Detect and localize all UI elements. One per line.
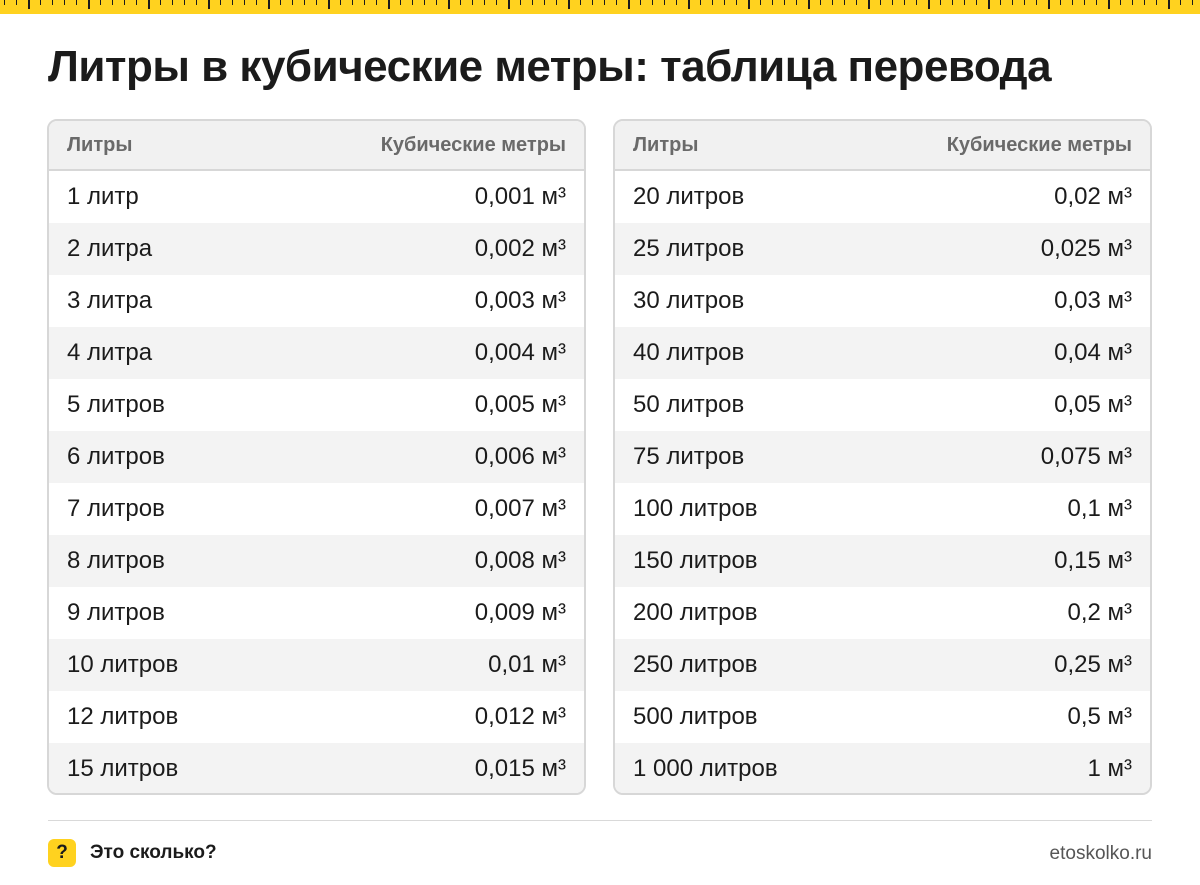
ruler-strip bbox=[0, 0, 1200, 14]
cubic-meters-cell: 0,002 м³ bbox=[474, 235, 566, 262]
cubic-meters-cell: 1 м³ bbox=[1087, 755, 1132, 782]
liters-cell: 250 литров bbox=[633, 651, 758, 678]
liters-cell: 150 литров bbox=[633, 547, 758, 574]
table-row: 500 литров 0,5 м³ bbox=[615, 691, 1150, 743]
liters-cell: 200 литров bbox=[633, 599, 758, 626]
liters-cell: 8 литров bbox=[67, 547, 165, 574]
liters-cell: 12 литров bbox=[67, 703, 179, 730]
table-row: 7 литров 0,007 м³ bbox=[49, 483, 584, 535]
cubic-meters-cell: 0,015 м³ bbox=[474, 755, 566, 782]
cubic-meters-cell: 0,012 м³ bbox=[474, 703, 566, 730]
table-row: 200 литров 0,2 м³ bbox=[615, 587, 1150, 639]
cubic-meters-cell: 0,008 м³ bbox=[474, 547, 566, 574]
cubic-meters-cell: 0,15 м³ bbox=[1054, 547, 1132, 574]
liters-cell: 500 литров bbox=[633, 703, 758, 730]
page-title: Литры в кубические метры: таблица перево… bbox=[48, 42, 1052, 91]
cubic-meters-cell: 0,05 м³ bbox=[1054, 391, 1132, 418]
question-mark-icon: ? bbox=[48, 839, 76, 867]
header-cubic-meters: Кубические метры bbox=[380, 133, 566, 156]
table-row: 100 литров 0,1 м³ bbox=[615, 483, 1150, 535]
cubic-meters-cell: 0,009 м³ bbox=[474, 599, 566, 626]
table-row: 30 литров 0,03 м³ bbox=[615, 275, 1150, 327]
table-header: Литры Кубические метры bbox=[615, 121, 1150, 171]
liters-cell: 5 литров bbox=[67, 391, 165, 418]
table-row: 2 литра 0,002 м³ bbox=[49, 223, 584, 275]
table-row: 250 литров 0,25 м³ bbox=[615, 639, 1150, 691]
liters-cell: 40 литров bbox=[633, 339, 745, 366]
liters-cell: 7 литров bbox=[67, 495, 165, 522]
liters-cell: 20 литров bbox=[633, 183, 745, 210]
liters-cell: 10 литров bbox=[67, 651, 179, 678]
table-row: 10 литров 0,01 м³ bbox=[49, 639, 584, 691]
table-row: 12 литров 0,012 м³ bbox=[49, 691, 584, 743]
cubic-meters-cell: 0,01 м³ bbox=[488, 651, 566, 678]
liters-cell: 6 литров bbox=[67, 443, 165, 470]
table-row: 150 литров 0,15 м³ bbox=[615, 535, 1150, 587]
cubic-meters-cell: 0,5 м³ bbox=[1067, 703, 1132, 730]
table-row: 8 литров 0,008 м³ bbox=[49, 535, 584, 587]
table-row: 50 литров 0,05 м³ bbox=[615, 379, 1150, 431]
liters-cell: 100 литров bbox=[633, 495, 758, 522]
cubic-meters-cell: 0,1 м³ bbox=[1067, 495, 1132, 522]
table-row: 9 литров 0,009 м³ bbox=[49, 587, 584, 639]
header-liters: Литры bbox=[633, 133, 699, 156]
cubic-meters-cell: 0,006 м³ bbox=[474, 443, 566, 470]
liters-cell: 25 литров bbox=[633, 235, 745, 262]
conversion-table-left: Литры Кубические метры 1 литр 0,001 м³ 2 л… bbox=[47, 119, 586, 795]
cubic-meters-cell: 0,001 м³ bbox=[474, 183, 566, 210]
table-row: 4 литра 0,004 м³ bbox=[49, 327, 584, 379]
cubic-meters-cell: 0,25 м³ bbox=[1054, 651, 1132, 678]
liters-cell: 30 литров bbox=[633, 287, 745, 314]
conversion-table-right: Литры Кубические метры 20 литров 0,02 м³ 2… bbox=[613, 119, 1152, 795]
cubic-meters-cell: 0,04 м³ bbox=[1054, 339, 1132, 366]
liters-cell: 3 литра bbox=[67, 287, 153, 314]
liters-cell: 2 литра bbox=[67, 235, 153, 262]
liters-cell: 50 литров bbox=[633, 391, 745, 418]
header-cubic-meters: Кубические метры bbox=[946, 133, 1132, 156]
liters-cell: 75 литров bbox=[633, 443, 745, 470]
cubic-meters-cell: 0,004 м³ bbox=[474, 339, 566, 366]
table-body: 1 литр 0,001 м³ 2 литра 0,002 м³ 3 литра 0,00… bbox=[49, 171, 584, 793]
brand-name: Это сколько? bbox=[90, 842, 217, 863]
liters-cell: 1 000 литров bbox=[633, 755, 778, 782]
table-row: 1 000 литров 1 м³ bbox=[615, 743, 1150, 793]
table-row: 75 литров 0,075 м³ bbox=[615, 431, 1150, 483]
table-body: 20 литров 0,02 м³ 25 литров 0,025 м³ 30 литр… bbox=[615, 171, 1150, 793]
cubic-meters-cell: 0,003 м³ bbox=[474, 287, 566, 314]
footer-divider bbox=[48, 820, 1152, 821]
liters-cell: 1 литр bbox=[67, 183, 139, 210]
liters-cell: 4 литра bbox=[67, 339, 153, 366]
footer-brand[interactable]: ? Это сколько? bbox=[48, 839, 217, 867]
table-row: 5 литров 0,005 м³ bbox=[49, 379, 584, 431]
table-row: 6 литров 0,006 м³ bbox=[49, 431, 584, 483]
table-row: 15 литров 0,015 м³ bbox=[49, 743, 584, 793]
table-row: 1 литр 0,001 м³ bbox=[49, 171, 584, 223]
table-row: 25 литров 0,025 м³ bbox=[615, 223, 1150, 275]
table-row: 40 литров 0,04 м³ bbox=[615, 327, 1150, 379]
cubic-meters-cell: 0,025 м³ bbox=[1040, 235, 1132, 262]
cubic-meters-cell: 0,075 м³ bbox=[1040, 443, 1132, 470]
cubic-meters-cell: 0,02 м³ bbox=[1054, 183, 1132, 210]
cubic-meters-cell: 0,007 м³ bbox=[474, 495, 566, 522]
liters-cell: 9 литров bbox=[67, 599, 165, 626]
cubic-meters-cell: 0,2 м³ bbox=[1067, 599, 1132, 626]
cubic-meters-cell: 0,03 м³ bbox=[1054, 287, 1132, 314]
liters-cell: 15 литров bbox=[67, 755, 179, 782]
cubic-meters-cell: 0,005 м³ bbox=[474, 391, 566, 418]
table-row: 20 литров 0,02 м³ bbox=[615, 171, 1150, 223]
table-header: Литры Кубические метры bbox=[49, 121, 584, 171]
site-link[interactable]: etoskolko.ru bbox=[1049, 843, 1152, 864]
table-row: 3 литра 0,003 м³ bbox=[49, 275, 584, 327]
header-liters: Литры bbox=[67, 133, 133, 156]
